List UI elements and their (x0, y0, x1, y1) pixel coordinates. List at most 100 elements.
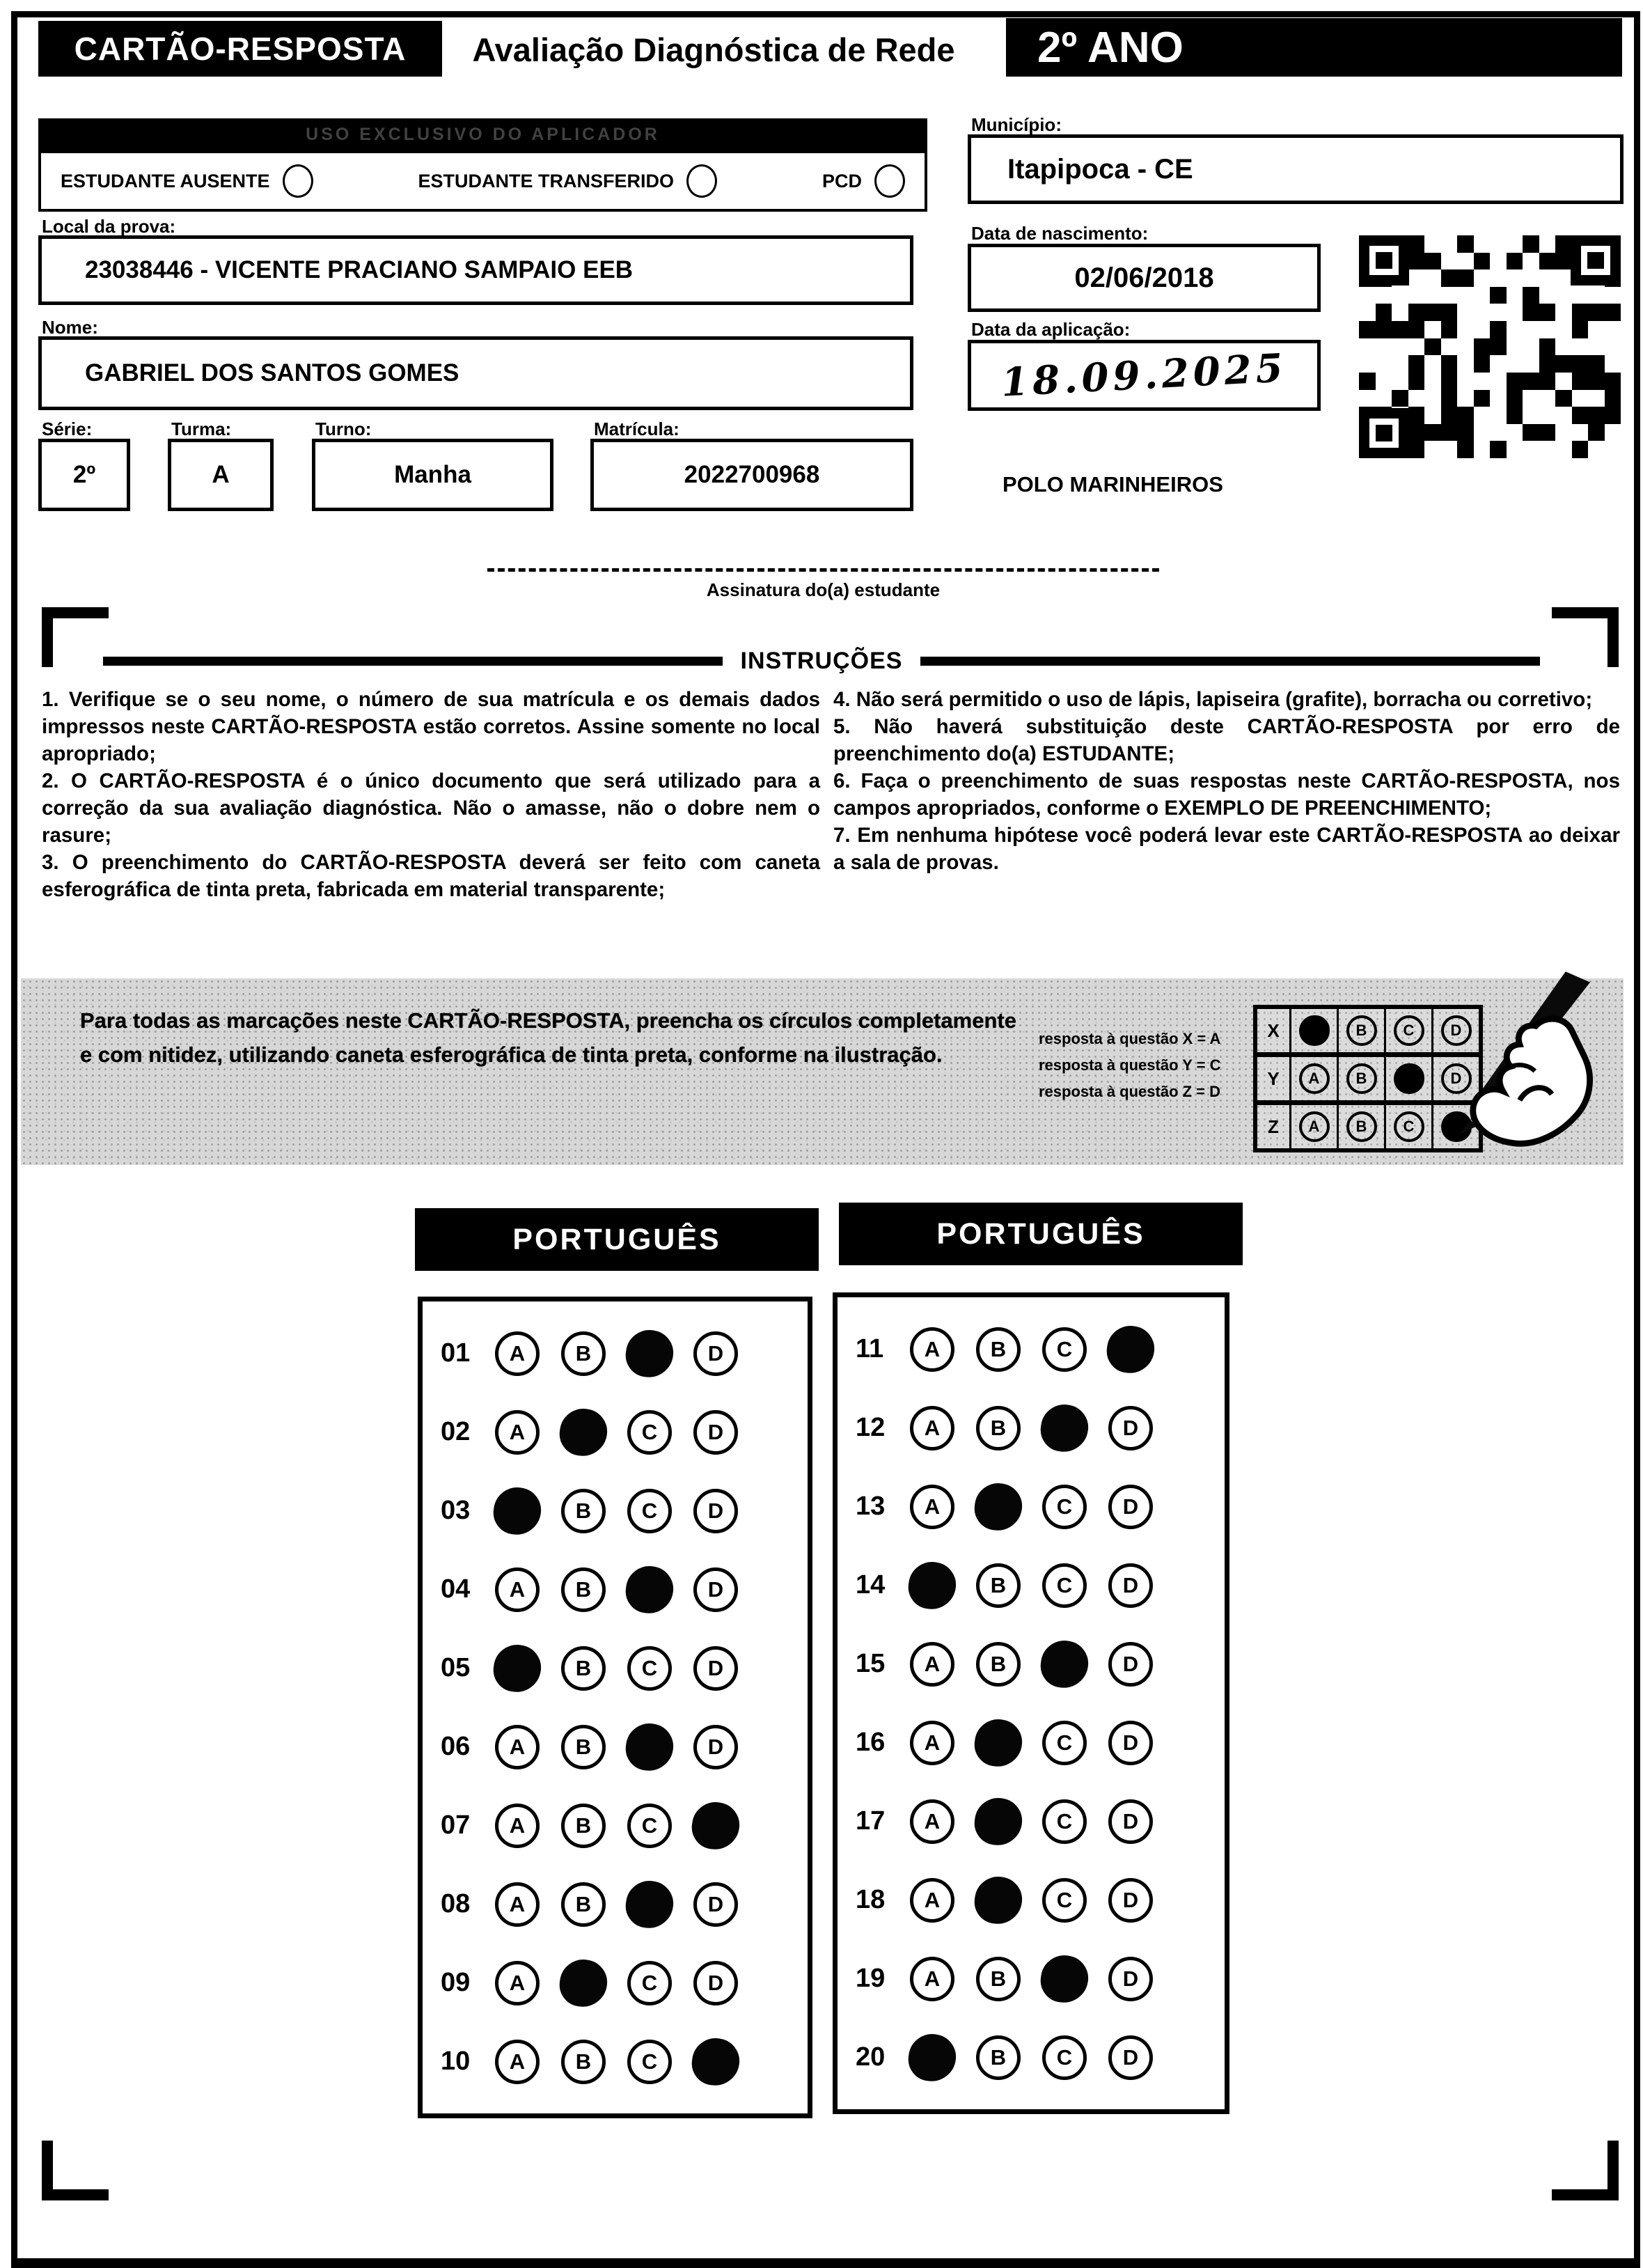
answer-bubble-20-D[interactable]: D (1108, 2035, 1153, 2080)
answer-bubble-11-D[interactable] (1103, 1322, 1158, 1376)
answer-bubble-18-C[interactable]: C (1042, 1877, 1087, 1923)
answer-bubble-08-D[interactable]: D (693, 1882, 738, 1927)
answer-bubble-18-A[interactable]: A (910, 1877, 954, 1923)
answer-bubble-19-D[interactable]: D (1108, 1956, 1153, 2001)
answer-bubble-03-D[interactable]: D (693, 1488, 738, 1533)
answer-bubble-16-D[interactable]: D (1108, 1720, 1153, 1765)
answer-bubble-05-A[interactable] (490, 1641, 544, 1695)
answer-bubble-15-C[interactable] (1037, 1637, 1092, 1691)
answer-bubble-19-C[interactable] (1037, 1952, 1092, 2005)
answer-bubble-07-C[interactable]: C (627, 1803, 672, 1848)
applicator-check-circle[interactable] (282, 164, 313, 198)
example-bubble-Y-D[interactable]: D (1440, 1063, 1472, 1094)
answer-bubble-04-C[interactable] (622, 1563, 677, 1616)
example-bubble-X-D[interactable]: D (1440, 1015, 1472, 1046)
fiducial-bottom-right (1607, 2141, 1619, 2200)
answer-bubble-01-C[interactable] (622, 1327, 677, 1380)
answer-bubble-03-C[interactable]: C (627, 1488, 672, 1533)
answer-bubble-15-B[interactable]: B (976, 1641, 1021, 1687)
answer-bubble-12-A[interactable]: A (910, 1405, 954, 1450)
example-bubble-Y-B[interactable]: B (1346, 1063, 1377, 1094)
answer-bubble-06-B[interactable]: B (561, 1724, 606, 1769)
answer-bubble-11-B[interactable]: B (976, 1327, 1021, 1372)
answer-bubble-06-D[interactable]: D (693, 1724, 738, 1769)
question-number: 19 (856, 1964, 886, 1993)
answer-bubble-15-D[interactable]: D (1108, 1641, 1153, 1687)
answer-bubble-01-D[interactable]: D (693, 1331, 738, 1376)
answer-bubble-12-B[interactable]: B (976, 1405, 1021, 1450)
answer-bubble-17-C[interactable]: C (1042, 1799, 1087, 1844)
answer-bubble-16-A[interactable]: A (910, 1720, 954, 1765)
answer-bubble-14-D[interactable]: D (1108, 1563, 1153, 1608)
answer-bubble-04-B[interactable]: B (561, 1567, 606, 1612)
answer-bubble-08-B[interactable]: B (561, 1882, 606, 1927)
answer-bubble-05-B[interactable]: B (561, 1645, 606, 1691)
answer-bubble-17-D[interactable]: D (1108, 1799, 1153, 1844)
answer-bubble-09-D[interactable]: D (693, 1960, 738, 2005)
answer-bubble-14-C[interactable]: C (1042, 1563, 1087, 1608)
answer-bubble-05-D[interactable]: D (693, 1645, 738, 1691)
answer-bubble-04-A[interactable]: A (495, 1567, 540, 1612)
answer-bubble-20-B[interactable]: B (976, 2035, 1021, 2080)
applicator-check-circle[interactable] (874, 164, 905, 198)
example-bubble-Z-C[interactable]: C (1393, 1111, 1424, 1142)
answer-bubble-12-D[interactable]: D (1108, 1405, 1153, 1450)
answer-bubble-13-C[interactable]: C (1042, 1484, 1087, 1529)
answer-bubble-12-C[interactable] (1037, 1401, 1092, 1455)
answer-bubble-15-A[interactable]: A (910, 1641, 954, 1687)
answer-bubble-13-A[interactable]: A (910, 1484, 954, 1529)
answer-bubble-10-C[interactable]: C (627, 2039, 672, 2084)
signature-line[interactable] (487, 568, 1159, 572)
answer-bubble-07-B[interactable]: B (561, 1803, 606, 1848)
question-number: 09 (441, 1968, 471, 1997)
answer-bubble-07-D[interactable] (689, 1799, 743, 1852)
answer-bubble-05-C[interactable]: C (627, 1645, 672, 1691)
answer-bubble-02-B[interactable] (556, 1405, 611, 1459)
example-bubble-X-C[interactable]: C (1393, 1015, 1424, 1046)
answer-bubble-10-B[interactable]: B (561, 2039, 606, 2084)
answer-bubble-19-A[interactable]: A (910, 1956, 954, 2001)
answer-bubble-06-C[interactable] (622, 1720, 677, 1774)
answer-bubble-08-C[interactable] (622, 1877, 677, 1931)
answer-bubble-02-D[interactable]: D (693, 1409, 738, 1455)
example-bubble-Z-A[interactable]: A (1298, 1111, 1330, 1142)
answer-bubble-17-A[interactable]: A (910, 1799, 954, 1844)
example-bubble-X-B[interactable]: B (1346, 1015, 1377, 1046)
example-bubble-Z-B[interactable]: B (1346, 1111, 1377, 1142)
answer-bubble-09-B[interactable] (556, 1956, 611, 2010)
answer-bubble-02-A[interactable]: A (495, 1409, 540, 1455)
answer-bubble-16-C[interactable]: C (1042, 1720, 1087, 1765)
answer-bubble-04-D[interactable]: D (693, 1567, 738, 1612)
answer-bubble-11-C[interactable]: C (1042, 1327, 1087, 1372)
answer-bubble-10-A[interactable]: A (495, 2039, 540, 2084)
answer-bubble-20-C[interactable]: C (1042, 2035, 1087, 2080)
answer-bubble-14-B[interactable]: B (976, 1563, 1021, 1608)
example-bubble-Y-A[interactable]: A (1298, 1063, 1330, 1094)
answer-bubble-09-A[interactable]: A (495, 1960, 540, 2005)
answer-bubble-18-B[interactable] (971, 1873, 1025, 1927)
answer-bubble-14-A[interactable] (905, 1558, 959, 1612)
answer-bubble-09-C[interactable]: C (627, 1960, 672, 2005)
answer-bubble-13-B[interactable] (971, 1480, 1025, 1533)
answer-bubble-13-D[interactable]: D (1108, 1484, 1153, 1529)
answer-bubble-03-B[interactable]: B (561, 1488, 606, 1533)
answer-bubble-17-B[interactable] (971, 1794, 1025, 1848)
answer-bubble-02-C[interactable]: C (627, 1409, 672, 1455)
answer-bubble-16-B[interactable] (971, 1716, 1025, 1769)
answer-bubble-07-A[interactable]: A (495, 1803, 540, 1848)
question-number: 13 (856, 1492, 886, 1521)
answer-bubble-08-A[interactable]: A (495, 1882, 540, 1927)
example-bubble-X-A[interactable] (1298, 1015, 1330, 1046)
applicator-check-circle[interactable] (686, 164, 718, 198)
answer-bubble-06-A[interactable]: A (495, 1724, 540, 1769)
answer-bubble-01-A[interactable]: A (495, 1331, 540, 1376)
answer-bubble-20-A[interactable] (905, 2031, 959, 2084)
answer-bubble-18-D[interactable]: D (1108, 1877, 1153, 1923)
qr-code (1359, 235, 1621, 458)
answer-bubble-19-B[interactable]: B (976, 1956, 1021, 2001)
example-bubble-Y-C[interactable] (1393, 1063, 1424, 1094)
answer-bubble-10-D[interactable] (689, 2035, 743, 2088)
answer-bubble-11-A[interactable]: A (910, 1327, 954, 1372)
answer-bubble-03-A[interactable] (490, 1484, 544, 1538)
answer-bubble-01-B[interactable]: B (561, 1331, 606, 1376)
